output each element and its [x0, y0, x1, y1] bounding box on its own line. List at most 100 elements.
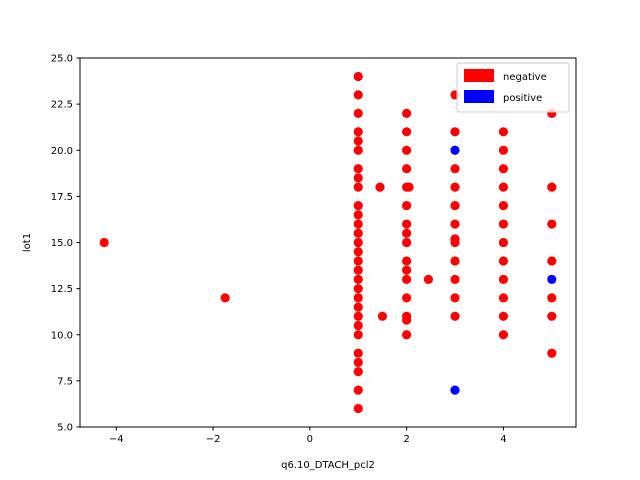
- data-point-negative: [547, 219, 557, 229]
- data-point-negative: [353, 71, 363, 82]
- data-point-negative: [402, 219, 412, 229]
- data-point-negative: [498, 127, 509, 137]
- data-point-negative: [498, 293, 509, 303]
- data-point-negative: [353, 293, 363, 303]
- data-point-negative: [547, 182, 557, 192]
- data-point-negative: [353, 247, 363, 257]
- y-tick-label: 10.0: [51, 330, 73, 341]
- data-point-negative: [353, 145, 363, 155]
- x-tick-label: 4: [500, 434, 506, 445]
- data-point-negative: [353, 284, 363, 294]
- data-point-negative: [402, 108, 412, 118]
- y-tick-label: 5.0: [57, 423, 73, 434]
- y-tick-label: 15.0: [51, 238, 73, 249]
- data-point-negative: [353, 210, 363, 220]
- data-point-negative: [353, 182, 363, 192]
- x-axis-ticks: −4 −2 0 2 4: [109, 427, 507, 445]
- data-point-negative: [450, 293, 460, 303]
- data-point-negative: [402, 256, 412, 266]
- data-point-negative: [353, 385, 363, 395]
- data-point-negative: [353, 274, 363, 284]
- data-point-negative: [450, 219, 460, 229]
- data-point-negative: [498, 219, 509, 229]
- data-point-negative: [353, 173, 363, 183]
- data-point-negative: [450, 234, 460, 244]
- data-point-negative: [498, 311, 509, 321]
- data-point-negative: [547, 348, 557, 358]
- data-point-negative: [402, 237, 412, 248]
- data-point-negative: [450, 201, 460, 211]
- legend-label-positive: positive: [503, 93, 542, 104]
- data-point-negative: [353, 367, 363, 377]
- legend-swatch-negative: [464, 69, 494, 82]
- data-point-negative: [353, 265, 363, 275]
- data-point-negative: [220, 293, 230, 303]
- data-point-negative: [402, 127, 412, 137]
- data-point-negative: [498, 237, 509, 248]
- data-point-positive: [450, 385, 460, 395]
- data-point-negative: [423, 274, 434, 284]
- data-point-negative: [353, 164, 363, 174]
- legend: negative positive: [456, 62, 570, 113]
- data-point-negative: [402, 330, 412, 340]
- data-point-negative: [353, 228, 363, 238]
- data-point-negative: [402, 145, 412, 155]
- data-point-negative: [450, 311, 460, 321]
- data-point-negative: [353, 320, 363, 331]
- data-point-negative: [353, 357, 363, 368]
- y-tick-label: 17.5: [51, 192, 73, 203]
- data-point-negative: [353, 311, 363, 321]
- data-point-negative: [404, 182, 414, 192]
- y-axis-label: lot1: [22, 233, 33, 252]
- data-point-negative: [402, 228, 412, 238]
- data-point-negative: [450, 182, 460, 192]
- data-point-negative: [353, 108, 363, 118]
- data-point-negative: [450, 256, 460, 266]
- data-point-negative: [353, 127, 363, 137]
- y-axis-ticks: 5.0 7.5 10.0 12.5 15.0 17.5 20.0 22.5 25.0: [51, 54, 80, 434]
- data-point-negative: [450, 164, 460, 174]
- y-tick-label: 25.0: [51, 54, 73, 65]
- data-point-negative: [498, 256, 509, 266]
- data-point-negative: [547, 311, 557, 321]
- data-point-negative: [353, 330, 363, 340]
- data-point-negative: [99, 237, 109, 248]
- data-point-positive: [547, 274, 557, 284]
- data-point-negative: [375, 182, 385, 192]
- data-point-negative: [402, 293, 412, 303]
- x-tick-label: −4: [109, 434, 124, 445]
- y-tick-label: 22.5: [51, 100, 73, 111]
- x-tick-label: 2: [403, 434, 409, 445]
- legend-swatch-positive: [464, 90, 494, 103]
- data-point-negative: [353, 201, 363, 211]
- data-point-negative: [353, 237, 363, 248]
- data-point-negative: [353, 403, 363, 414]
- data-point-negative: [377, 311, 388, 321]
- y-tick-label: 12.5: [51, 284, 73, 295]
- x-axis-label: q6.10_DTACH_pcl2: [281, 460, 375, 471]
- y-tick-label: 7.5: [57, 376, 73, 387]
- data-point-negative: [353, 90, 363, 100]
- data-point-negative: [353, 348, 363, 358]
- data-point-negative: [402, 265, 412, 275]
- x-tick-label: −2: [206, 434, 221, 445]
- data-point-negative: [498, 274, 509, 284]
- data-point-negative: [353, 219, 363, 229]
- data-point-negative: [498, 182, 509, 192]
- legend-label-negative: negative: [503, 72, 547, 83]
- data-point-negative: [547, 293, 557, 303]
- y-tick-label: 20.0: [51, 146, 73, 157]
- data-point-negative: [353, 136, 363, 146]
- data-point-negative: [450, 127, 460, 137]
- data-point-negative: [498, 330, 509, 340]
- data-point-negative: [353, 256, 363, 266]
- data-point-negative: [450, 274, 460, 284]
- data-point-negative: [498, 201, 509, 211]
- data-point-negative: [547, 256, 557, 266]
- data-point-negative: [498, 145, 509, 155]
- data-point-positive: [450, 145, 460, 155]
- data-point-negative: [402, 201, 412, 211]
- data-point-negative: [402, 164, 412, 174]
- data-point-negative: [402, 274, 412, 284]
